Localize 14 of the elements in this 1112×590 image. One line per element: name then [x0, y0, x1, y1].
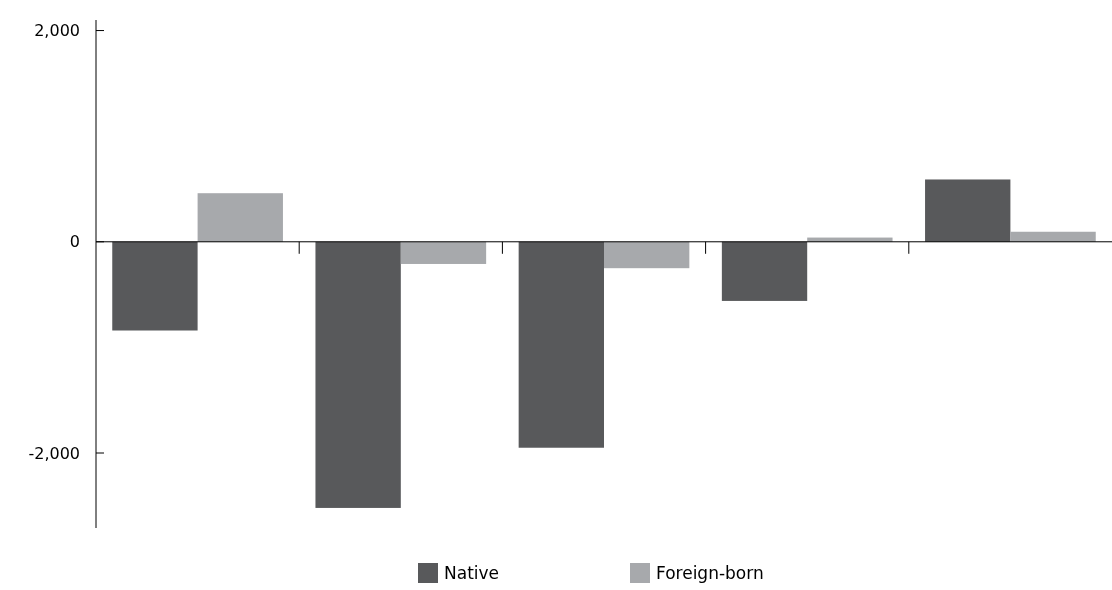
- bar: [112, 241, 198, 331]
- bar: [197, 193, 283, 242]
- bar: [925, 179, 1011, 242]
- bar: [604, 241, 690, 269]
- bar: [1010, 231, 1096, 242]
- y-tick-label: -2,000: [28, 443, 80, 463]
- bar: [315, 241, 401, 508]
- y-tick-label: 2,000: [34, 21, 80, 41]
- bar: [518, 241, 604, 448]
- legend-label: Foreign-born: [656, 562, 764, 583]
- legend-label: Native: [444, 562, 500, 583]
- y-tick-label: 0: [69, 232, 80, 252]
- bar: [400, 241, 487, 264]
- bar: [721, 241, 808, 301]
